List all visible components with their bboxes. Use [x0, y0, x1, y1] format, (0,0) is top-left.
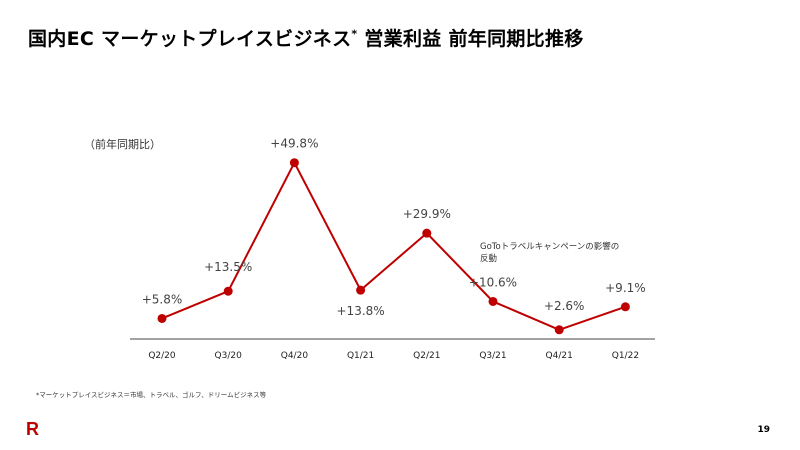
page-number: 19 [757, 425, 770, 435]
chart-annotation: GoToトラベルキャンペーンの影響の反動 [480, 242, 620, 264]
data-point [157, 313, 167, 323]
slide-title: 国内EC マーケットプレイスビジネス* 営業利益 前年同期比推移 [28, 24, 584, 51]
title-footnote-mark: * [351, 27, 358, 41]
data-label: +29.9% [403, 207, 451, 221]
data-point [223, 286, 233, 296]
data-label: +2.6% [544, 299, 585, 313]
footnote: *マーケットプレイスビジネス＝市場、トラベル、ゴルフ、ドリームビジネス等 [36, 391, 267, 399]
x-tick-label: Q4/21 [546, 351, 573, 361]
data-label: +13.5% [204, 260, 252, 274]
unit-label: （前年同期比） [84, 138, 161, 151]
title-text: 国内EC マーケットプレイスビジネス [28, 28, 352, 50]
data-label: +9.1% [605, 281, 646, 295]
data-label: +49.8% [270, 137, 318, 151]
data-point [554, 325, 564, 335]
x-tick-label: Q1/22 [612, 351, 639, 361]
data-point [356, 285, 366, 295]
data-label: +5.8% [142, 292, 183, 306]
data-point [289, 158, 299, 168]
data-point [488, 296, 498, 306]
rakuten-logo: R [26, 419, 39, 439]
data-point [422, 228, 432, 238]
data-label: +10.6% [469, 275, 517, 289]
x-tick-label: Q4/20 [281, 351, 309, 361]
x-tick-label: Q3/20 [215, 351, 243, 361]
x-tick-label: Q2/20 [148, 351, 176, 361]
title-suffix: 営業利益 前年同期比推移 [357, 28, 584, 50]
x-tick-label: Q3/21 [479, 351, 506, 361]
x-tick-label: Q1/21 [347, 351, 374, 361]
x-tick-label: Q2/21 [413, 351, 440, 361]
series-line [161, 160, 626, 331]
data-label: +13.8% [337, 304, 385, 318]
data-point [620, 302, 630, 312]
